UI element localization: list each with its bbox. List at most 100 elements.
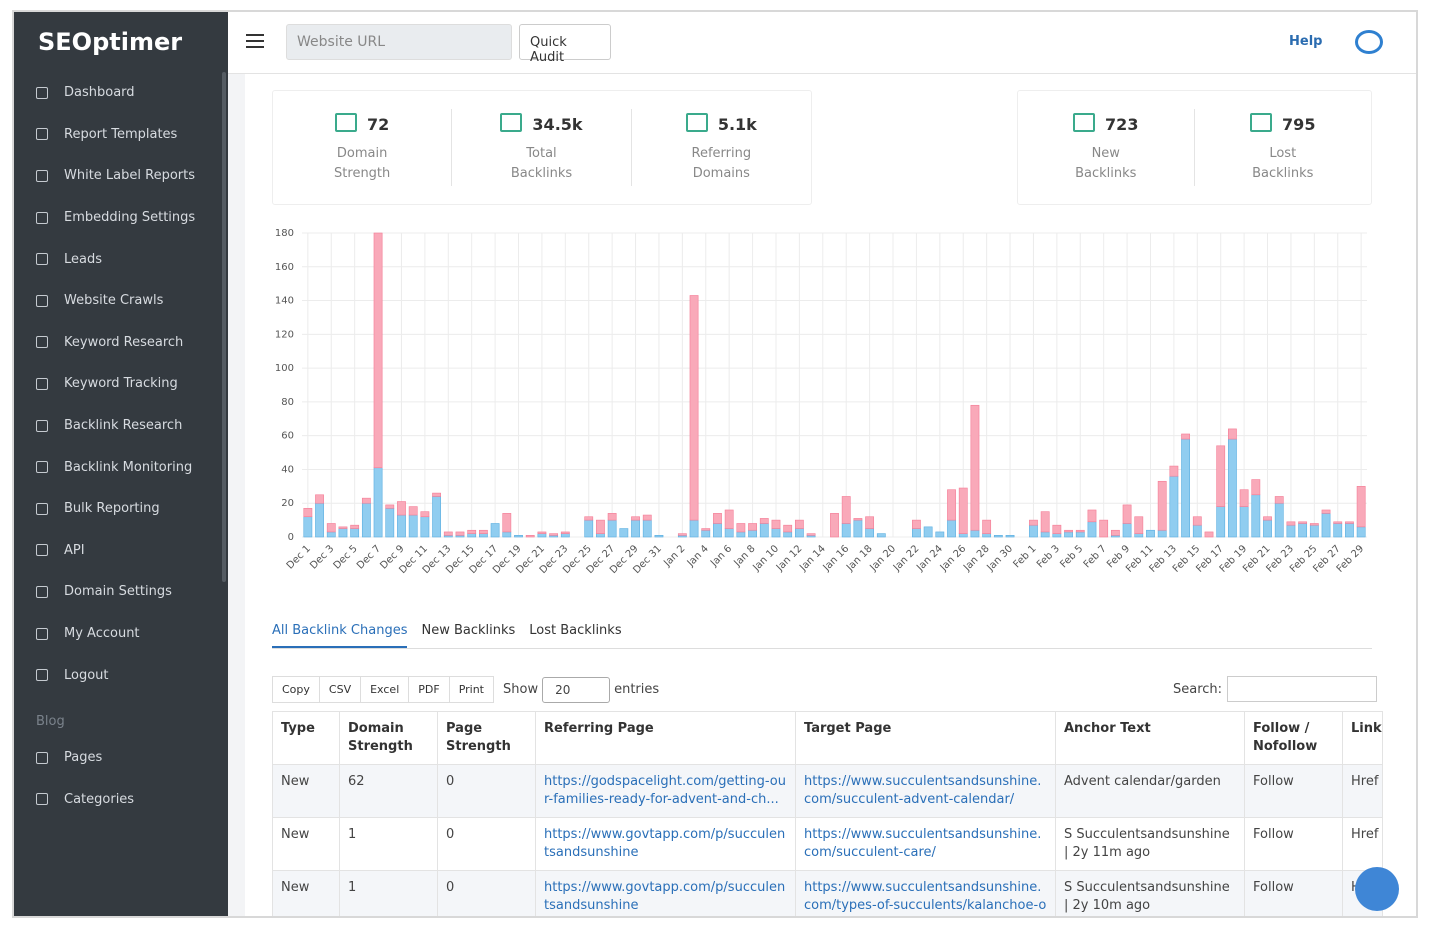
table-tools: Copy CSV Excel PDF Print Show 20 entries xyxy=(272,676,659,703)
bar-segment xyxy=(514,535,523,538)
table-cell[interactable]: https://www.govtapp.com/p/succulentsands… xyxy=(535,817,796,871)
nav-item[interactable]: API xyxy=(14,530,228,572)
bar-segment xyxy=(1356,486,1366,528)
nav-item[interactable]: Website Crawls xyxy=(14,280,228,322)
bar-segment xyxy=(1122,504,1132,524)
entries-select[interactable]: 20 xyxy=(542,676,611,703)
bar-segment xyxy=(326,523,336,533)
bar-segment xyxy=(584,519,594,538)
bar-segment xyxy=(1333,521,1343,524)
nav-item[interactable]: Logout xyxy=(14,654,228,696)
x-tick-label: Jan 26 xyxy=(938,543,969,574)
bar-segment xyxy=(1075,529,1085,533)
bar-segment xyxy=(1075,531,1085,538)
nav-item[interactable]: Backlink Monitoring xyxy=(14,446,228,488)
bar-segment xyxy=(1239,489,1249,507)
scrollbar[interactable] xyxy=(222,72,226,582)
nav-label: White Label Reports xyxy=(64,168,196,184)
nav-item[interactable]: Embedding Settings xyxy=(14,197,228,239)
table-cell[interactable]: https://www.succulentsandsunshine.com/ty… xyxy=(795,870,1056,916)
audit-button[interactable]: Quick Audit xyxy=(519,24,611,65)
table-cell[interactable]: https://www.succulentsandsunshine.com/su… xyxy=(795,817,1056,871)
bar-segment xyxy=(490,523,500,538)
tab[interactable]: New Backlinks xyxy=(421,623,516,638)
nav-icon xyxy=(36,377,48,390)
bar-segment xyxy=(560,533,570,538)
x-tick-label: Jan 12 xyxy=(774,543,805,574)
x-tick-label: Jan 6 xyxy=(708,543,734,569)
column-header[interactable]: Follow / Nofollow xyxy=(1244,711,1343,765)
bar-segment xyxy=(970,404,980,531)
column-header[interactable]: Type xyxy=(272,711,340,765)
column-header[interactable]: Domain Strength xyxy=(339,711,438,765)
column-header[interactable]: Referring Page xyxy=(535,711,796,765)
bar-segment xyxy=(385,504,395,509)
nav-icon xyxy=(36,169,48,182)
bar-segment xyxy=(1204,531,1214,538)
table-cell[interactable]: https://www.succulentsandsunshine.com/su… xyxy=(795,764,1056,818)
stat: 5.1k Referring Domains xyxy=(632,109,811,186)
y-tick-label: 180 xyxy=(275,228,294,239)
column-header[interactable]: Target Page xyxy=(795,711,1056,765)
nav-item[interactable]: Bulk Reporting xyxy=(14,488,228,530)
stat: 72 Domain Strength xyxy=(273,109,453,186)
user-icon[interactable] xyxy=(1355,30,1383,54)
table-cell: 1 xyxy=(339,870,438,916)
bar-segment xyxy=(631,516,640,521)
nav-item[interactable]: Leads xyxy=(14,238,228,280)
nav-label: My Account xyxy=(64,626,140,642)
table-cell: Follow xyxy=(1244,870,1343,916)
tab[interactable]: Lost Backlinks xyxy=(529,623,622,638)
url-input[interactable]: Website URL xyxy=(286,24,512,60)
table-row: New 1 0 https://www.govtapp.com/p/succulent… xyxy=(272,817,1383,871)
bar-segment xyxy=(876,533,886,538)
table-cell: Href xyxy=(1342,817,1383,871)
y-tick-label: 100 xyxy=(275,363,294,374)
search-input[interactable] xyxy=(1227,676,1378,702)
column-header[interactable]: Anchor Text xyxy=(1055,711,1245,765)
table-cell: 62 xyxy=(339,764,438,818)
export-button[interactable]: Copy xyxy=(272,676,320,703)
table-cell[interactable]: https://www.govtapp.com/p/succulentsands… xyxy=(535,870,796,916)
export-button[interactable]: PDF xyxy=(408,676,450,703)
table-cell[interactable]: https://godspacelight.com/getting-our-fa… xyxy=(535,764,796,818)
logo[interactable]: SEOptimer xyxy=(38,28,183,56)
bar-segment xyxy=(865,528,875,538)
bar-segment xyxy=(689,295,699,521)
bar-segment xyxy=(1251,479,1261,496)
bar-segment xyxy=(1157,529,1167,538)
menu-toggle[interactable] xyxy=(246,34,264,48)
nav-item[interactable]: Keyword Research xyxy=(14,322,228,364)
chat-button[interactable] xyxy=(1355,867,1399,911)
export-button[interactable]: Excel xyxy=(360,676,410,703)
export-button[interactable]: Print xyxy=(448,676,494,703)
column-header[interactable]: Page Strength xyxy=(437,711,536,765)
nav-item[interactable]: Dashboard xyxy=(14,72,228,114)
bar-segment xyxy=(1321,513,1331,538)
nav-item[interactable]: Pages xyxy=(14,737,228,779)
nav-item[interactable]: Domain Settings xyxy=(14,571,228,613)
nav-item[interactable]: White Label Reports xyxy=(14,155,228,197)
x-tick-label: Jan 20 xyxy=(868,543,899,574)
bar-segment xyxy=(549,533,559,536)
bar-segment xyxy=(654,535,664,538)
help-menu[interactable]: Help xyxy=(1289,34,1323,49)
bar-segment xyxy=(1321,509,1331,514)
tab[interactable]: All Backlink Changes xyxy=(272,621,408,648)
export-button[interactable]: CSV xyxy=(318,676,362,703)
bar-segment xyxy=(1345,523,1354,538)
nav-label: Dashboard xyxy=(64,85,135,101)
nav-icon xyxy=(36,544,48,557)
stat: 795 Lost Backlinks xyxy=(1195,109,1372,186)
nav-item[interactable]: Keyword Tracking xyxy=(14,363,228,405)
bar-segment xyxy=(315,502,324,538)
stat-value: 34.5k xyxy=(452,113,630,134)
column-header[interactable]: Link xyxy=(1342,711,1383,765)
nav-item[interactable]: Categories xyxy=(14,779,228,821)
x-tick-label: Feb 5 xyxy=(1058,543,1085,570)
nav-item[interactable]: Backlink Research xyxy=(14,405,228,447)
nav-item[interactable]: My Account xyxy=(14,613,228,655)
nav-item[interactable]: Report Templates xyxy=(14,114,228,156)
bar-segment xyxy=(1274,496,1284,504)
bar-segment xyxy=(677,533,687,536)
